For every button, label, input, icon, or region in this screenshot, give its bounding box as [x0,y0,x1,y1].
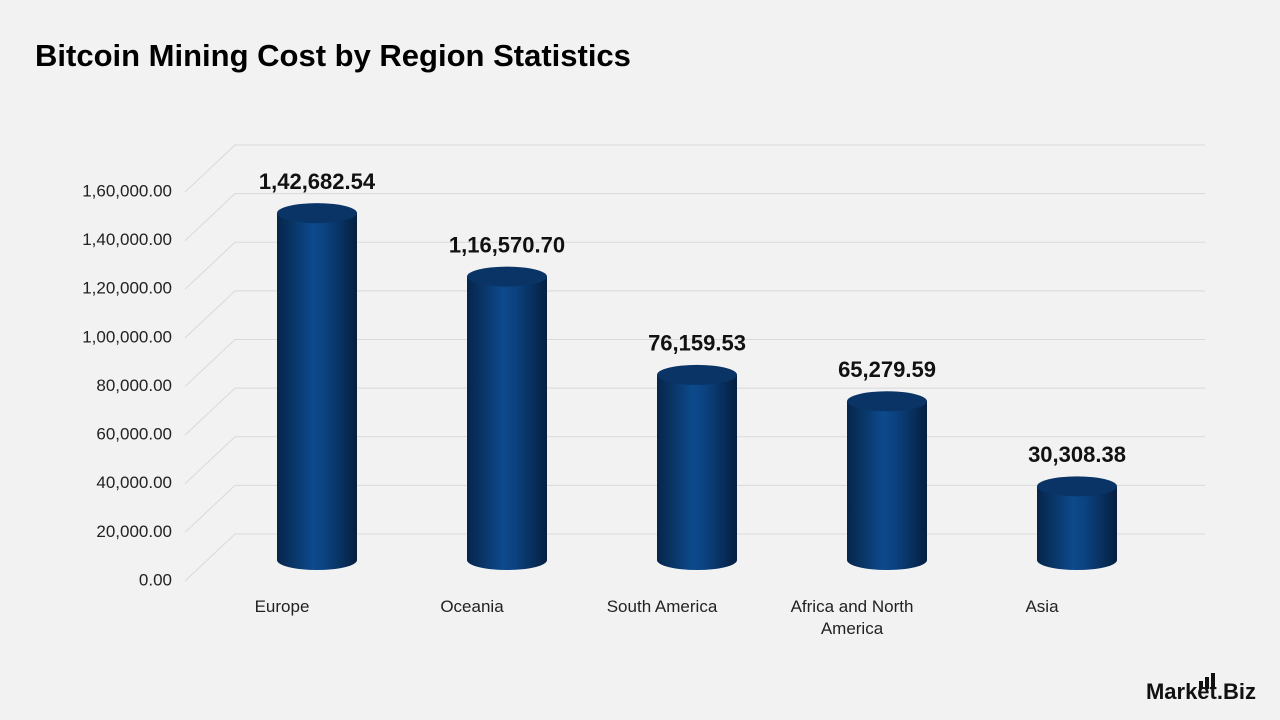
value-label: 1,16,570.70 [449,232,565,257]
bar-top [467,266,547,287]
grid-line [184,144,1205,193]
logo: Market.Biz [1146,679,1256,704]
y-tick-label: 80,000.00 [96,376,172,395]
bar-top [657,364,737,385]
grid-line [184,387,1205,436]
value-label: 30,308.38 [1028,442,1126,467]
y-tick-label: 20,000.00 [96,522,172,541]
x-tick-label: Africa and North America [790,597,914,638]
bar [847,401,927,570]
grid-line [184,339,1205,387]
logo-icon [1199,673,1215,689]
y-tick-label: 1,00,000.00 [82,327,172,346]
y-tick-label: 40,000.00 [96,473,172,492]
bar-top [277,203,357,224]
y-tick-label: 1,40,000.00 [82,230,172,249]
bar [1037,486,1117,570]
bar [657,374,737,570]
grid-line [184,193,1205,241]
chart-title: Bitcoin Mining Cost by Region Statistics [35,38,631,73]
y-tick-label: 0.00 [139,570,172,589]
bar-top [1037,476,1117,497]
grid-line [184,241,1205,290]
x-tick-label: South America [606,597,718,616]
x-tick-label: Oceania [440,597,504,616]
y-tick-label: 1,60,000.00 [82,181,172,200]
value-label: 1,42,682.54 [259,169,376,194]
bar [277,213,357,570]
value-label: 76,159.53 [648,331,746,356]
y-tick-label: 60,000.00 [96,425,172,444]
x-tick-label: Europe [254,597,310,616]
grid-line [184,290,1205,339]
bar-top [847,391,927,412]
bar [467,276,547,570]
x-tick-label: Asia [1025,597,1059,616]
value-label: 65,279.59 [838,357,936,382]
y-tick-label: 1,20,000.00 [82,279,172,298]
